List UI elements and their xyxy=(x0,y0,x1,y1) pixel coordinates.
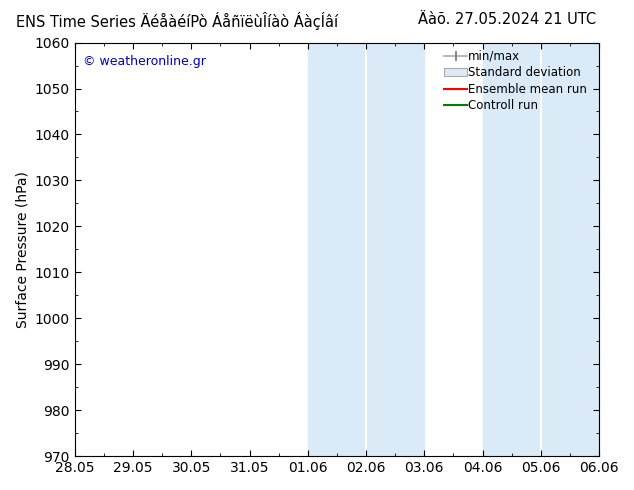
Text: ENS Time Series ÄéåàéíPò ÁåñïëùÎíàò ÁàçÍâí: ENS Time Series ÄéåàéíPò ÁåñïëùÎíàò ÁàçÍ… xyxy=(16,12,339,30)
Text: © weatheronline.gr: © weatheronline.gr xyxy=(82,55,205,68)
Y-axis label: Surface Pressure (hPa): Surface Pressure (hPa) xyxy=(15,171,29,328)
Bar xyxy=(307,43,424,456)
Text: Äàõ. 27.05.2024 21 UTC: Äàõ. 27.05.2024 21 UTC xyxy=(418,12,596,27)
Bar xyxy=(482,43,599,456)
Legend: min/max, Standard deviation, Ensemble mean run, Controll run: min/max, Standard deviation, Ensemble me… xyxy=(439,45,597,117)
